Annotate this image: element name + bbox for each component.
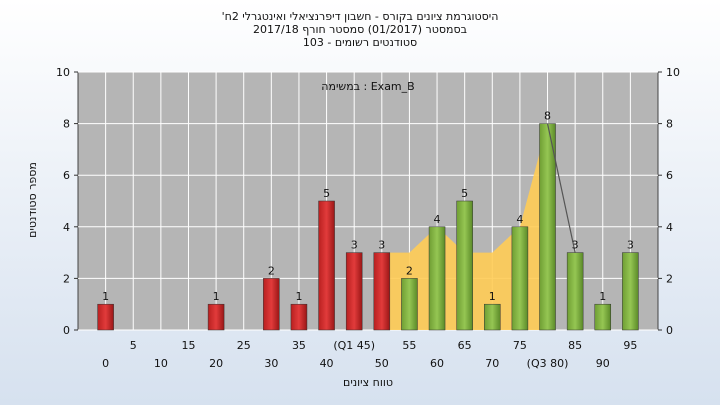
y-tick-label: 4 (666, 221, 673, 234)
bar (622, 252, 639, 331)
bar-value-label: 1 (295, 290, 302, 303)
bar (539, 123, 556, 331)
x-tick-label: 15 (181, 339, 195, 352)
y-tick-label: 8 (666, 118, 673, 131)
plot-area (77, 71, 659, 331)
x-axis: 5 15 25 35 (Q1 45) 55 65 75 85 95 0 10 20 30 40 50 60 70 (… (102, 339, 637, 370)
y-axis-title: מספר סטודנטים (26, 162, 39, 238)
bar-value-label: 4 (434, 213, 441, 226)
y-axis-right: 0 2 4 6 8 10 (658, 66, 680, 337)
chart-title: 'היסטוגרמת ציונים בקורס - חשבון דיפרנציא… (222, 10, 499, 49)
bar (428, 226, 446, 331)
x-axis-title: טווח ציונים (343, 376, 393, 389)
bar (207, 303, 225, 331)
y-tick-label: 10 (666, 66, 680, 79)
x-tick-label: 55 (402, 339, 416, 352)
bar-value-label: 1 (213, 290, 220, 303)
bar (345, 252, 363, 331)
area-series (381, 123, 548, 330)
x-tick-label: 0 (102, 357, 109, 370)
x-tick-label: 20 (209, 357, 223, 370)
title-line-3: סטודנטים רשומים - 103 (303, 36, 417, 49)
bar-value-label: 1 (489, 290, 496, 303)
bar-value-label: 1 (102, 290, 109, 303)
bar-value-label: 2 (406, 264, 413, 277)
x-tick-label: 50 (375, 357, 389, 370)
y-tick-label: 8 (63, 118, 70, 131)
x-tick-label: (Q3 80) (527, 357, 569, 370)
y-tick-label: 0 (63, 324, 70, 337)
y-axis-left: 0 2 4 6 8 10 (56, 66, 78, 337)
y-tick-label: 4 (63, 221, 70, 234)
title-line-2: בסמסטר (01/2017) סמסטר חורף 2017/18 (253, 23, 467, 36)
bar-value-label: 8 (544, 110, 551, 123)
y-tick-label: 6 (63, 169, 70, 182)
bar (318, 200, 335, 331)
bar (566, 252, 584, 331)
bar-value-label: 3 (572, 239, 579, 252)
bar (484, 303, 501, 331)
y-tick-label: 2 (63, 272, 70, 285)
bar (401, 278, 418, 331)
x-tick-label: 5 (130, 339, 137, 352)
x-tick-label: (Q1 45) (333, 339, 375, 352)
x-tick-label: 65 (458, 339, 472, 352)
x-tick-label: 30 (264, 357, 278, 370)
bar (263, 278, 280, 331)
x-tick-label: 95 (623, 339, 637, 352)
bar (290, 303, 308, 331)
title-line-1: 'היסטוגרמת ציונים בקורס - חשבון דיפרנציא… (222, 10, 499, 23)
x-tick-label: 70 (485, 357, 499, 370)
x-tick-label: 90 (596, 357, 610, 370)
bar-value-label: 4 (516, 213, 523, 226)
bar-value-label: 5 (323, 187, 330, 200)
bar-value-label: 1 (599, 290, 606, 303)
x-tick-label: 75 (513, 339, 527, 352)
bar-value-label: 3 (627, 239, 634, 252)
bar (594, 303, 612, 331)
x-tick-label: 25 (237, 339, 251, 352)
grid-lines (78, 71, 658, 331)
x-tick-label: 85 (568, 339, 582, 352)
area-fill (381, 123, 548, 330)
y-tick-label: 10 (56, 66, 70, 79)
y-tick-label: 6 (666, 169, 673, 182)
bar-value-label: 3 (378, 239, 385, 252)
trend-line (546, 123, 576, 253)
x-tick-label: 60 (430, 357, 444, 370)
bar (373, 252, 391, 331)
y-tick-label: 2 (666, 272, 673, 285)
bar (97, 303, 114, 331)
x-tick-label: 10 (154, 357, 168, 370)
bar-value-label: 5 (461, 187, 468, 200)
x-tick-label: 35 (292, 339, 306, 352)
x-tick-label: 40 (320, 357, 334, 370)
chart-annotation: במשימה : Exam_B (321, 80, 414, 93)
bar-labels: 1 1 2 1 5 3 3 2 4 5 1 4 8 3 1 3 (102, 110, 634, 304)
bar (456, 200, 473, 331)
bar-value-label: 3 (351, 239, 358, 252)
bar-value-label: 2 (268, 264, 275, 277)
trend-line-path (546, 123, 576, 253)
bars (97, 123, 639, 331)
bar (511, 226, 529, 331)
y-tick-label: 0 (666, 324, 673, 337)
